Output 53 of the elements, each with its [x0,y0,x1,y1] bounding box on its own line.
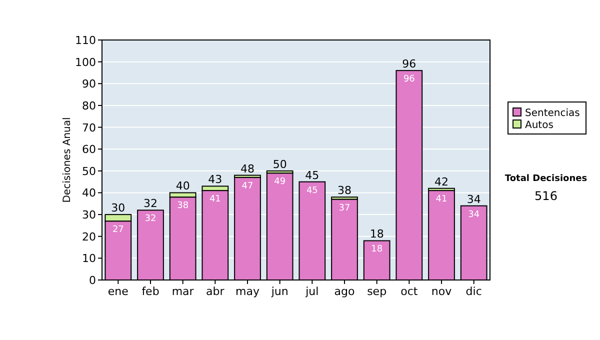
x-tick-label: abr [206,285,225,298]
data-label: 41 [436,194,448,205]
total-label: 18 [370,228,384,241]
y-tick-label: 0 [89,274,96,287]
total-label: 43 [208,173,222,186]
x-tick-label: may [236,285,260,298]
y-tick-label: 30 [82,208,96,222]
data-label: 38 [177,201,189,212]
x-tick-label: ene [108,285,129,298]
y-axis-title: Decisiones Anual [62,117,73,203]
y-tick-label: 100 [75,56,96,69]
data-label: 37 [338,203,350,214]
x-tick-label: jun [270,285,288,298]
x-tick-label: nov [431,285,452,298]
x-tick-label: ago [334,285,355,298]
total-label: 32 [144,197,158,210]
text: 516 [534,189,558,203]
x-tick-label: oct [400,285,418,298]
total-label: 48 [240,162,254,176]
legend-label: Sentencias [525,108,580,119]
y-tick-label: 20 [82,230,96,244]
total-label: 96 [402,58,416,71]
total-label: 34 [466,192,481,206]
y-tick-label: 60 [82,143,96,156]
y-tick-label: 70 [82,121,96,134]
y-tick-label: 110 [75,34,96,47]
data-label: 96 [403,74,416,85]
data-label: 18 [371,244,383,255]
total-label: 50 [272,158,287,171]
data-label: 27 [112,225,124,236]
x-tick-label: dic [466,285,482,298]
total-label: 30 [111,202,126,215]
legend-label: Autos [525,120,554,131]
y-tick-label: 90 [82,78,96,91]
y-tick-label: 10 [82,252,96,266]
data-label: 41 [209,194,221,205]
text: Total Decisiones [504,174,588,184]
x-tick-label: feb [142,285,160,298]
data-label: 47 [242,181,254,192]
data-label: 32 [144,214,156,224]
data-label: 49 [274,177,286,188]
x-tick-label: sep [367,285,387,298]
x-tick-label: mar [172,285,194,298]
total-label: 45 [305,168,320,182]
total-label: 40 [176,180,190,193]
total-label: 38 [338,184,352,198]
x-tick-label: jul [304,285,319,298]
data-label: 45 [306,186,318,196]
y-tick-label: 50 [82,164,96,178]
y-tick-label: 40 [82,186,96,200]
y-tick-label: 80 [82,99,96,112]
total-label: 42 [434,175,448,188]
data-label: 34 [468,210,480,220]
